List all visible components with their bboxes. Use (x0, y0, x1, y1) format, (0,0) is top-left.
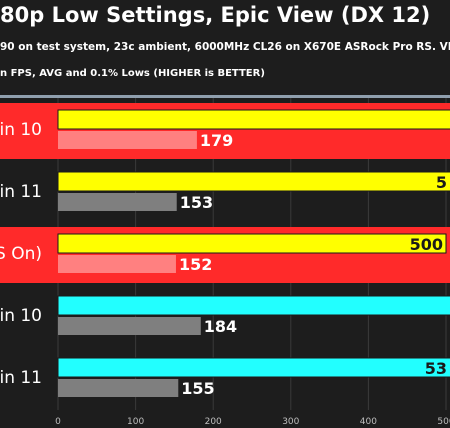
low-bar (58, 131, 197, 149)
chart-title: 80p Low Settings, Epic View (DX 12) (0, 3, 431, 27)
category-label: Win 11 (0, 368, 42, 388)
avg-value-label: 5 (436, 173, 447, 192)
avg-bar (57, 109, 450, 130)
low-value-label: 179 (200, 131, 233, 150)
category-label: Win 11 (0, 182, 42, 202)
x-tick-label: 100 (127, 417, 144, 427)
x-tick-label: 500 (437, 417, 450, 427)
low-value-label: 153 (180, 193, 213, 212)
x-tick-label: 400 (360, 417, 377, 427)
bar-chart: 179 Win 10 5 153 Win 11 500 152 S On) 184 Win 10 5… (0, 98, 450, 427)
header-divider (0, 95, 450, 98)
low-bar (58, 379, 179, 397)
avg-value-label: 53 (425, 359, 447, 378)
chart-note: n FPS, AVG and 0.1% Lows (HIGHER is BETT… (0, 68, 265, 79)
low-value-label: 152 (179, 255, 212, 274)
low-bar (58, 255, 176, 273)
avg-bar (57, 233, 447, 254)
category-label: Win 10 (0, 306, 42, 326)
avg-bar (57, 171, 450, 192)
x-tick-label: 300 (282, 417, 299, 427)
low-bar (58, 193, 177, 211)
avg-bar (57, 295, 450, 316)
avg-value-label: 500 (410, 235, 443, 254)
low-value-label: 184 (204, 317, 237, 336)
chart-subtitle: 90 on test system, 23c ambient, 6000MHz … (0, 41, 450, 53)
low-bar (58, 317, 201, 335)
x-tick-label: 200 (205, 417, 222, 427)
avg-bar (57, 357, 450, 378)
x-tick-label: 0 (55, 417, 61, 427)
category-label: S On) (0, 244, 42, 264)
category-label: Win 10 (0, 120, 42, 140)
low-value-label: 155 (181, 379, 214, 398)
